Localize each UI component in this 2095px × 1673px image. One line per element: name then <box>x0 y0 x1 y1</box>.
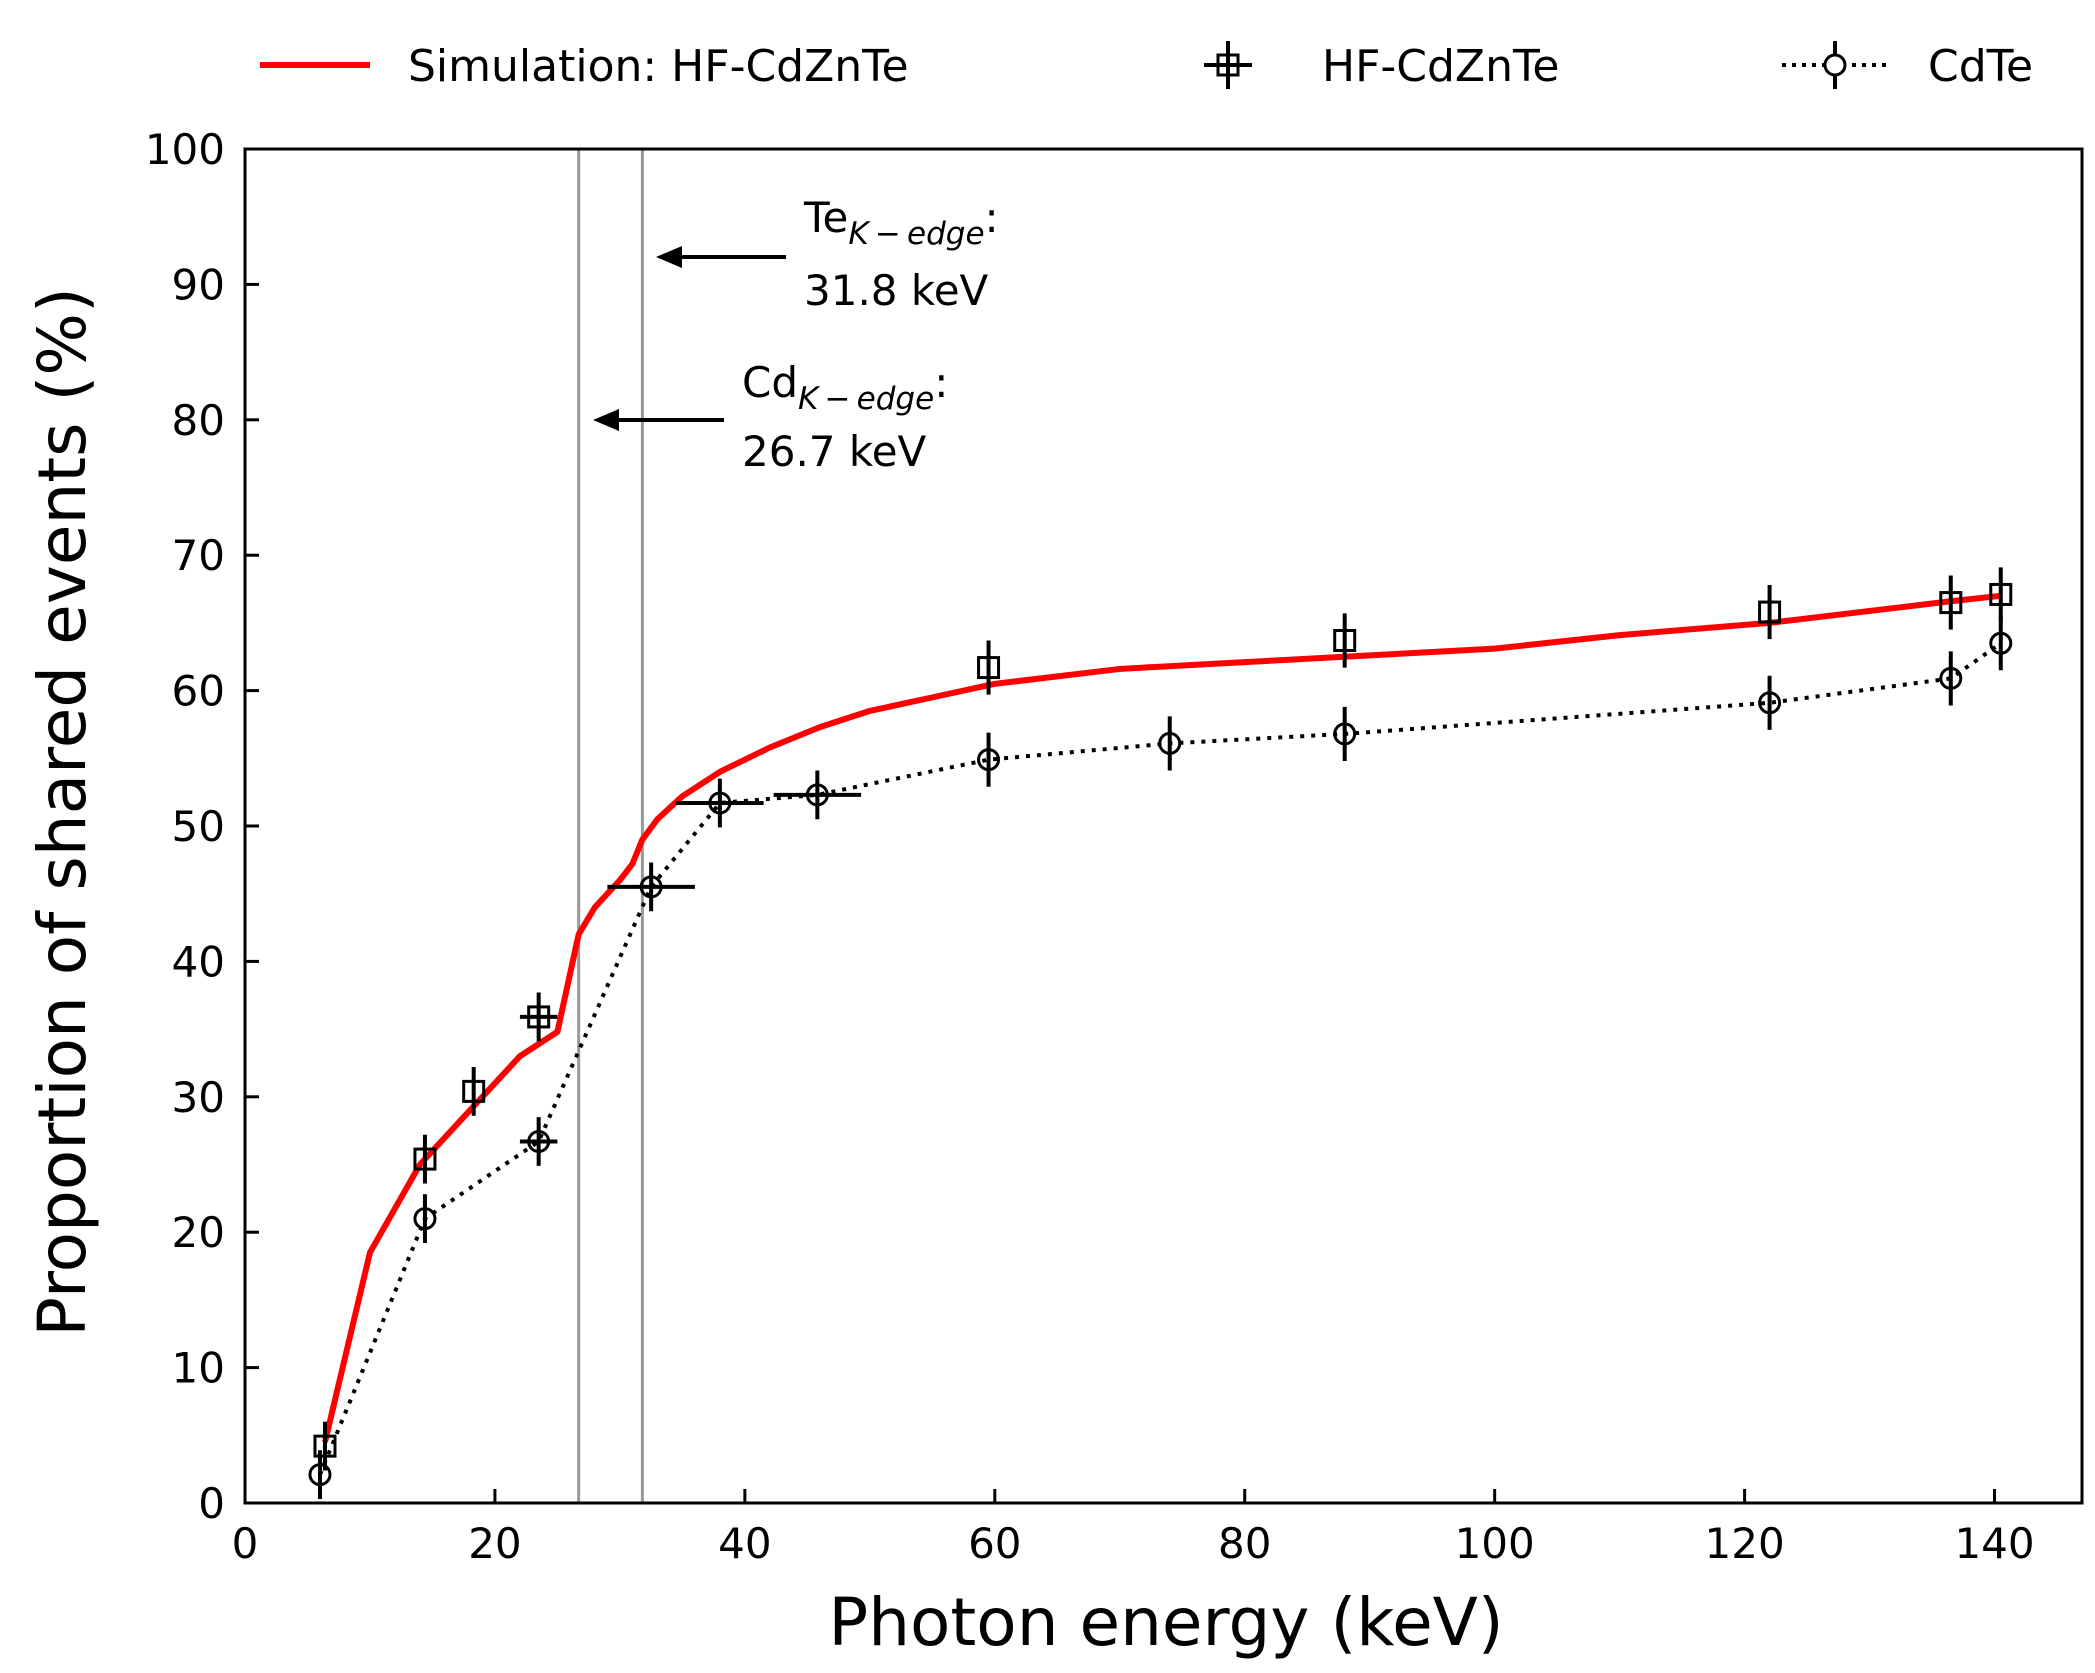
legend-item-simulation: Simulation: HF-CdZnTe <box>260 41 909 92</box>
y-axis-title: Proportion of shared events (%) <box>24 287 101 1337</box>
cdte-point-4 <box>708 791 732 815</box>
hf-point-3 <box>527 1005 551 1029</box>
te-k-edge-arrowhead <box>656 246 682 268</box>
x-tick-label-100: 100 <box>1455 1519 1535 1568</box>
y-tick-label-20: 20 <box>172 1208 225 1257</box>
y-tick-label-80: 80 <box>172 396 225 445</box>
x-tick-label-140: 140 <box>1954 1519 2034 1568</box>
cdte-point-7 <box>1158 731 1182 755</box>
y-tick-label-30: 30 <box>172 1073 225 1122</box>
te-k-edge-label: TeK − edge: <box>803 193 999 252</box>
annotations: TeK − edge: 31.8 keV CdK − edge: 26.7 ke… <box>593 193 999 476</box>
cd-k-edge-colon: : <box>934 358 948 407</box>
y-tick-label-50: 50 <box>172 802 225 851</box>
y-tick-label-0: 0 <box>198 1479 225 1528</box>
cdte-point-5 <box>805 783 829 807</box>
legend-swatch-hf-marker <box>1216 53 1240 77</box>
x-axis: 0 20 40 60 80 100 120 140 <box>232 1489 2035 1568</box>
cdte-point-10 <box>1939 666 1963 690</box>
hf-point-6 <box>1758 600 1782 624</box>
series-simulation <box>322 592 2002 1443</box>
cdte-line <box>318 641 2002 1476</box>
x-tick-label-60: 60 <box>968 1519 1021 1568</box>
te-k-edge-value: 31.8 keV <box>804 266 989 315</box>
x-tick-label-80: 80 <box>1218 1519 1271 1568</box>
legend-swatch-cdte-marker <box>1823 53 1847 77</box>
legend-label-cdte: CdTe <box>1928 41 2033 92</box>
cdte-point-9 <box>1758 691 1782 715</box>
y-tick-label-40: 40 <box>172 937 225 986</box>
hf-point-5 <box>1333 629 1357 653</box>
te-k-edge-subscript: K − edge <box>848 216 984 252</box>
y-tick-label-70: 70 <box>172 531 225 580</box>
cd-k-edge-label: CdK − edge: <box>742 358 948 417</box>
simulation-line <box>322 592 2002 1443</box>
cdte-point-11 <box>1989 631 2013 655</box>
k-edge-lines <box>577 149 644 1503</box>
plot-frame <box>243 147 2084 1505</box>
cd-k-edge-arrowhead <box>593 409 619 431</box>
legend-label-hf-cdznte: HF-CdZnTe <box>1322 41 1559 92</box>
x-axis-title: Photon energy (keV) <box>828 1584 1503 1661</box>
y-tick-label-100: 100 <box>145 125 225 174</box>
x-tick-label-0: 0 <box>232 1519 259 1568</box>
te-k-edge-colon: : <box>985 193 999 242</box>
x-tick-label-20: 20 <box>468 1519 521 1568</box>
te-k-edge-element: Te <box>803 193 848 242</box>
hf-point-4 <box>977 656 1001 680</box>
cd-k-edge-element: Cd <box>742 358 798 407</box>
legend-item-hf-cdznte: HF-CdZnTe <box>1204 41 1559 92</box>
cdte-point-2 <box>527 1129 551 1153</box>
cdte-point-8 <box>1333 722 1357 746</box>
y-axis: 0 10 20 30 40 50 60 70 80 90 100 <box>145 125 259 1528</box>
cdte-point-3 <box>639 875 663 899</box>
x-tick-label-120: 120 <box>1705 1519 1785 1568</box>
legend-label-simulation: Simulation: HF-CdZnTe <box>408 41 909 92</box>
hf-point-0 <box>313 1434 337 1458</box>
y-tick-label-10: 10 <box>172 1344 225 1393</box>
legend: Simulation: HF-CdZnTe HF-CdZnTe CdTe <box>260 41 2033 92</box>
y-tick-label-90: 90 <box>172 260 225 309</box>
hf-point-8 <box>1989 582 2013 606</box>
legend-item-cdte: CdTe <box>1782 41 2033 92</box>
hf-point-1 <box>413 1147 437 1171</box>
series-hf-cdznte <box>313 567 2013 1471</box>
series-cdte <box>308 616 2013 1499</box>
cd-k-edge-subscript: K − edge <box>798 381 934 417</box>
cd-k-edge-value: 26.7 keV <box>742 427 927 476</box>
hf-point-7 <box>1939 591 1963 615</box>
cdte-point-6 <box>977 748 1001 772</box>
cdte-point-0 <box>308 1463 332 1487</box>
hf-point-2 <box>462 1079 486 1103</box>
y-tick-label-60: 60 <box>172 667 225 716</box>
x-tick-label-40: 40 <box>718 1519 771 1568</box>
cdte-point-1 <box>413 1207 437 1231</box>
